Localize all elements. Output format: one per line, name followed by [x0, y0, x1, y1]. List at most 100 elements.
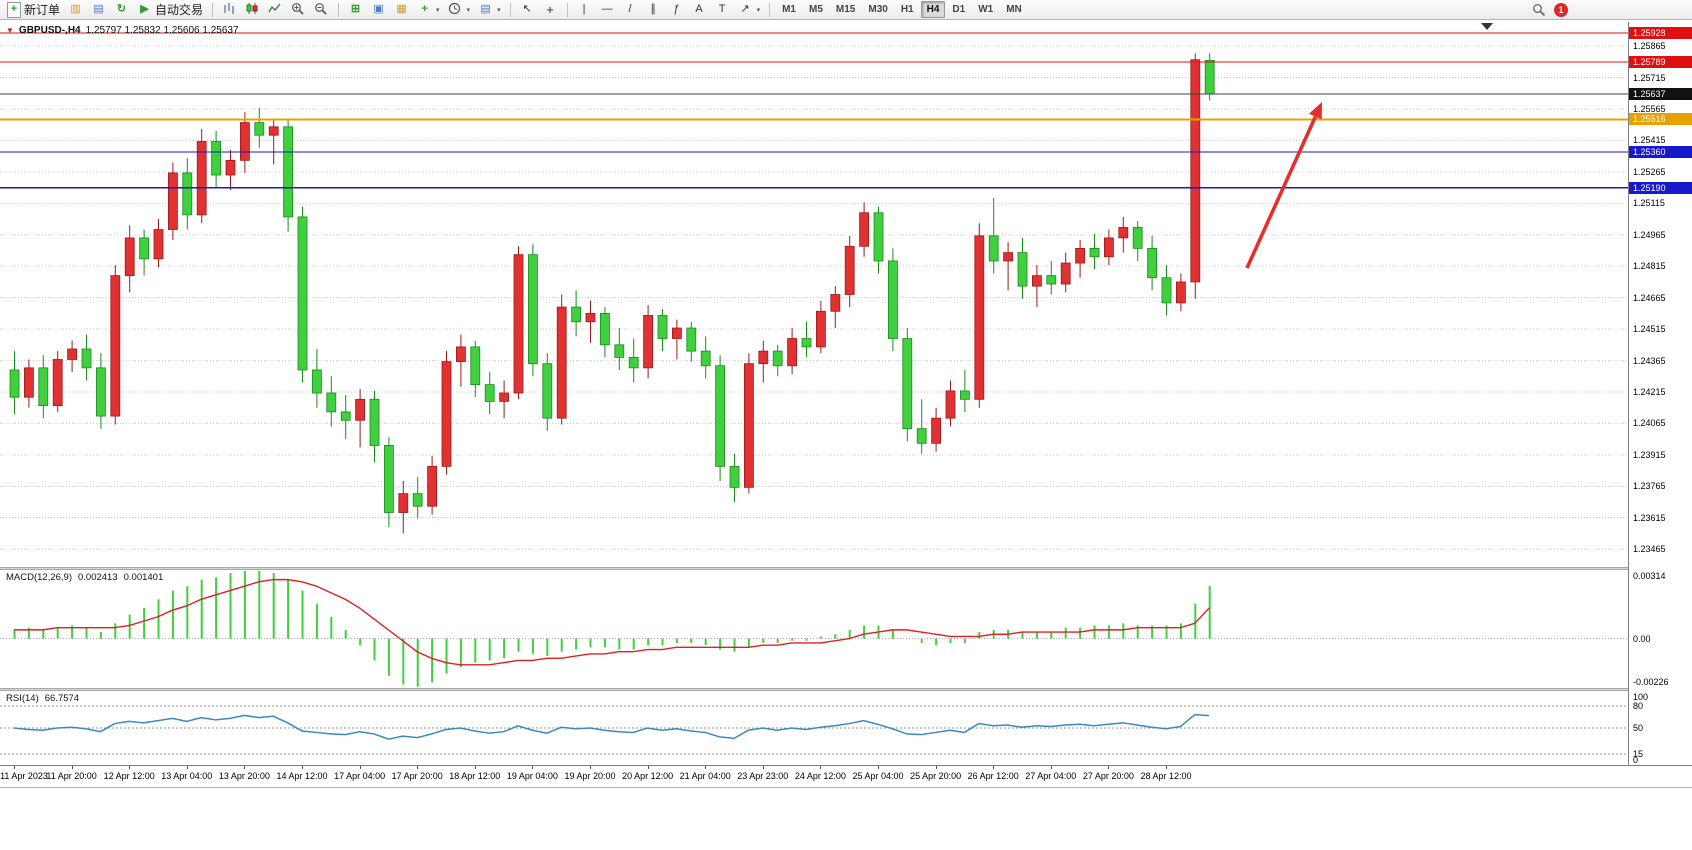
- cascade-windows-button[interactable]: ▣: [368, 1, 389, 19]
- indicators-button[interactable]: + ▾: [414, 1, 443, 19]
- macd-label: MACD(12,26,9) 0.002413 0.001401: [6, 572, 163, 583]
- time-label: 18 Apr 12:00: [449, 771, 501, 781]
- cascade-windows-icon: ▣: [373, 3, 384, 15]
- time-label: 27 Apr 04:00: [1025, 771, 1077, 781]
- label-tool-button[interactable]: T: [712, 1, 733, 19]
- candlestick-chart-icon: [246, 3, 258, 14]
- macd-tick-label: 0.00: [1633, 633, 1651, 644]
- chevron-down-icon: ▾: [466, 6, 471, 14]
- arrows-tool-button[interactable]: ↗ ▾: [735, 1, 764, 19]
- rsi-value: 66.7574: [44, 693, 80, 704]
- rsi-tick-label: 15: [1633, 748, 1644, 759]
- zoom-out-button[interactable]: [311, 1, 332, 19]
- trend-arrow-annotation: [1245, 102, 1322, 269]
- timeframe-m5-button[interactable]: M5: [809, 4, 823, 15]
- zoom-in-button[interactable]: [288, 1, 309, 19]
- text-tool-button[interactable]: A: [689, 1, 710, 19]
- tile-windows-icon: ⊞: [350, 3, 361, 15]
- price-badge: 1.25516: [1629, 113, 1692, 126]
- time-tick-mark: [820, 766, 822, 769]
- timeframe-d1-button[interactable]: D1: [952, 4, 966, 15]
- timeframe-m15-button[interactable]: M15: [835, 4, 856, 15]
- channel-icon: ∥: [650, 3, 656, 15]
- price-tick-label: 1.23915: [1633, 449, 1666, 460]
- time-tick-mark: [474, 766, 476, 769]
- time-label: 13 Apr 20:00: [218, 771, 270, 781]
- time-tick-mark: [705, 766, 707, 769]
- trendline-tool-button[interactable]: /: [620, 1, 641, 19]
- time-label: 11 Apr 2023: [0, 771, 48, 781]
- time-label: 28 Apr 12:00: [1140, 771, 1192, 781]
- time-label: 12 Apr 12:00: [103, 771, 155, 781]
- channel-tool-button[interactable]: ∥: [643, 1, 664, 19]
- data-window-button[interactable]: ▤: [88, 1, 109, 19]
- fibonacci-tool-button[interactable]: ƒ: [666, 1, 687, 19]
- chart-shift-marker: [1481, 23, 1493, 30]
- data-window-icon: ▤: [93, 3, 104, 15]
- timeframe-w1-button[interactable]: W1: [978, 4, 994, 15]
- time-tick-mark: [532, 766, 534, 769]
- timeframe-m1-button[interactable]: M1: [782, 4, 796, 15]
- rsi-line: [13, 713, 1210, 740]
- chevron-down-icon: ▾: [497, 6, 501, 14]
- profiles-button[interactable]: ▦: [391, 1, 412, 19]
- price-tick-label: 1.25865: [1633, 41, 1666, 52]
- price-tick-label: 1.25565: [1633, 103, 1666, 114]
- timeframe-h4-button[interactable]: H4: [920, 1, 946, 18]
- chart-header: ▼ GBPUSD-,H4 1.25797 1.25832 1.25606 1.2…: [6, 25, 239, 36]
- collapse-triangle-icon[interactable]: ▼: [6, 26, 14, 35]
- new-order-button[interactable]: + 新订单: [4, 1, 63, 19]
- market-watch-button[interactable]: ▥: [65, 1, 86, 19]
- time-label: 25 Apr 20:00: [910, 771, 962, 781]
- macd-indicator-plot[interactable]: [0, 570, 1628, 688]
- macd-tick-label: -0.00226: [1633, 677, 1669, 687]
- price-chart-plot[interactable]: [0, 22, 1628, 567]
- cursor-tool-button[interactable]: ↖: [517, 1, 538, 19]
- price-gridlines: [0, 45, 1628, 550]
- navigator-button[interactable]: ↻: [111, 1, 132, 19]
- time-axis[interactable]: 11 Apr 2023 11 Apr 20:00 12 Apr 12:00 13 Ap…: [0, 765, 1692, 788]
- time-tick-mark: [302, 766, 303, 769]
- autotrading-button[interactable]: ▶ 自动交易: [134, 1, 206, 19]
- price-tick-label: 1.24965: [1633, 229, 1666, 240]
- time-tick-mark: [590, 766, 591, 769]
- notification-badge[interactable]: 1: [1554, 2, 1568, 17]
- templates-button[interactable]: ▤ ▾: [475, 1, 504, 19]
- time-tick-mark: [1166, 766, 1167, 769]
- rsi-tick-label: 50: [1633, 723, 1644, 733]
- timeframe-m30-button[interactable]: M30: [868, 4, 888, 15]
- price-tick-label: 1.24665: [1633, 292, 1666, 303]
- price-badge: 1.25789: [1629, 56, 1692, 69]
- time-tick-mark: [359, 766, 361, 769]
- zoom-in-icon: [292, 3, 304, 15]
- bar-chart-button[interactable]: [219, 1, 240, 19]
- toolbar-separator: [338, 2, 340, 17]
- price-tick-label: 1.25415: [1633, 135, 1666, 146]
- time-tick-mark: [244, 766, 246, 769]
- vertical-line-tool-button[interactable]: |: [574, 1, 595, 19]
- panel-separator[interactable]: [0, 567, 1692, 570]
- arrow-tool-icon: ↗: [740, 3, 750, 15]
- crosshair-tool-button[interactable]: +: [540, 1, 561, 19]
- time-label: 20 Apr 12:00: [622, 771, 674, 781]
- search-icon[interactable]: [1532, 3, 1546, 17]
- indicators-add-icon: +: [421, 3, 428, 15]
- time-label: 19 Apr 04:00: [506, 771, 558, 781]
- tile-windows-button[interactable]: ⊞: [345, 1, 366, 19]
- timeframe-h1-button[interactable]: H1: [900, 4, 914, 15]
- time-label: 24 Apr 12:00: [794, 771, 846, 781]
- price-tick-label: 1.24065: [1633, 418, 1666, 429]
- price-axis[interactable]: 1.25865 1.25715 1.25565 1.25415 1.25265 1.251…: [1628, 22, 1692, 765]
- time-label: 25 Apr 04:00: [852, 771, 904, 781]
- line-chart-button[interactable]: [265, 1, 286, 19]
- candlestick-chart-button[interactable]: [242, 1, 263, 19]
- periods-button[interactable]: ▾: [445, 1, 474, 19]
- panel-separator[interactable]: [0, 688, 1692, 691]
- price-tick-label: 1.24215: [1633, 386, 1666, 397]
- rsi-indicator-plot[interactable]: [0, 691, 1628, 765]
- trendline-icon: /: [628, 3, 632, 15]
- timeframe-mn-button[interactable]: MN: [1006, 4, 1022, 15]
- horizontal-line-tool-button[interactable]: —: [597, 1, 618, 19]
- price-badge: 1.25360: [1629, 145, 1692, 158]
- macd-signal-value: 0.001401: [123, 572, 164, 583]
